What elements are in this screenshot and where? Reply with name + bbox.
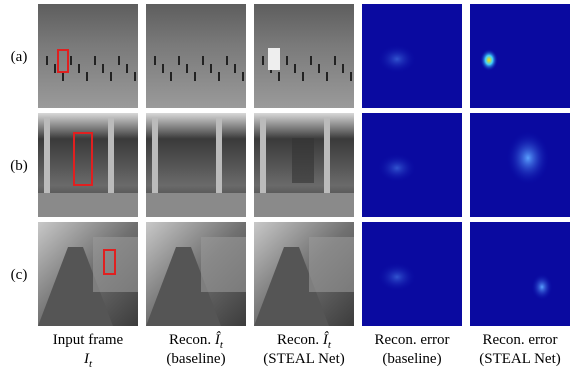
pedestrian [54, 64, 56, 73]
image [146, 4, 246, 108]
pedestrian [318, 64, 320, 73]
error-blob [377, 44, 417, 74]
pedestrian [326, 72, 328, 81]
pedestrian [70, 56, 72, 65]
pedestrian [294, 64, 296, 73]
ground [38, 193, 138, 217]
pedestrian [110, 72, 112, 81]
error-blob [506, 130, 551, 186]
pedestrian [218, 72, 220, 81]
pedestrian [194, 72, 196, 81]
error-blob [377, 262, 417, 292]
pillar [260, 118, 266, 193]
scene-image [146, 113, 246, 217]
pedestrian [210, 64, 212, 73]
pedestrian [202, 56, 204, 65]
caption-line: (baseline) [382, 351, 441, 367]
image-grid [38, 4, 570, 326]
caption-text: (baseline) [382, 351, 441, 367]
error-map [470, 113, 570, 217]
pedestrian [302, 72, 304, 81]
caption-line: (STEAL Net) [479, 351, 561, 367]
scene-image [38, 113, 138, 217]
pedestrian [86, 72, 88, 81]
caption-text: Recon. [277, 332, 323, 348]
pillar [108, 118, 114, 193]
pedestrian [242, 72, 244, 81]
caption-text: (STEAL Net) [263, 351, 345, 367]
error-blob [480, 49, 498, 72]
scene-image [146, 4, 246, 108]
scene-image [146, 222, 246, 326]
math-subscript: t [89, 358, 93, 370]
error-map [362, 4, 462, 108]
caption-text: Recon. [169, 332, 215, 348]
scene-image [38, 4, 138, 108]
error-map [470, 222, 570, 326]
math-subscript: t [328, 339, 332, 351]
scene-image [254, 222, 354, 326]
caption-text: (baseline) [166, 351, 225, 367]
row-label: (b) [10, 158, 28, 174]
pillar [324, 118, 330, 193]
caption-text: Recon. error [375, 332, 450, 348]
caption-line: Input frame [53, 332, 124, 348]
pedestrian [126, 64, 128, 73]
pedestrian [94, 56, 96, 65]
artifact [292, 138, 314, 183]
caption-line: (baseline) [166, 351, 225, 367]
image [38, 4, 138, 108]
pedestrian [278, 72, 280, 81]
pedestrian [170, 72, 172, 81]
caption-line: Recon. error [375, 332, 450, 348]
error-map [470, 4, 570, 108]
pedestrian [46, 56, 48, 65]
error-map [362, 222, 462, 326]
pillar [216, 118, 222, 193]
row-label: (a) [11, 49, 28, 65]
pedestrian [226, 56, 228, 65]
pedestrian [286, 56, 288, 65]
caption-line: Recon. Ît [169, 331, 224, 351]
pedestrian [62, 72, 64, 81]
caption-text: (STEAL Net) [479, 351, 561, 367]
pedestrian [154, 56, 156, 65]
caption-line: It [83, 351, 93, 370]
caption-text: Recon. error [483, 332, 558, 348]
caption-line: (STEAL Net) [263, 351, 345, 367]
error-blob [377, 153, 417, 183]
caption-text: Input frame [53, 332, 124, 348]
pedestrian [262, 56, 264, 65]
pillar [44, 118, 50, 193]
scene-image [254, 4, 354, 108]
pedestrian [134, 72, 136, 81]
caption-line: Recon. error [483, 332, 558, 348]
pillar [152, 118, 158, 193]
pedestrian [78, 64, 80, 73]
pedestrian [342, 64, 344, 73]
image [470, 222, 570, 326]
pedestrian [178, 56, 180, 65]
ground [146, 193, 246, 217]
figure: (a)(b)(c)Input frameItRecon. Ît(baseline… [0, 0, 586, 371]
artifact [268, 48, 280, 70]
ground [254, 193, 354, 217]
fence [309, 237, 354, 292]
pedestrian [102, 64, 104, 73]
pedestrian [186, 64, 188, 73]
pedestrian [234, 64, 236, 73]
row-label: (c) [11, 267, 28, 283]
caption-line: Recon. Ît [277, 331, 332, 351]
error-map [362, 113, 462, 217]
math-subscript: t [220, 339, 224, 351]
pedestrian [310, 56, 312, 65]
pedestrian [350, 72, 352, 81]
scene-image [254, 113, 354, 217]
fence [201, 237, 246, 292]
pedestrian [334, 56, 336, 65]
pedestrian [162, 64, 164, 73]
error-blob [531, 273, 553, 301]
scene-image [38, 222, 138, 326]
pedestrian [118, 56, 120, 65]
